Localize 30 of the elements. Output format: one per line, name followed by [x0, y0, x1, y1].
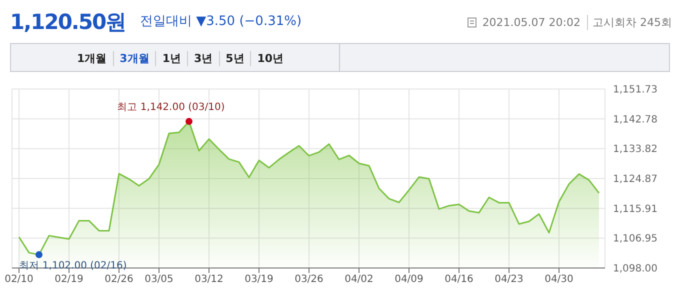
- x-tick-label: 03/12: [194, 274, 224, 286]
- x-tick-label: 03/19: [244, 274, 274, 286]
- text: 2021.05.07 20:02: [482, 16, 580, 29]
- text: 10년: [250, 51, 290, 66]
- text: 1년: [155, 51, 187, 66]
- chart-title: 1,120.50원: [10, 9, 126, 36]
- text: 5년: [218, 51, 250, 66]
- y-tick-label: 1,124.87: [613, 174, 658, 186]
- x-tick-label: 04/02: [344, 274, 374, 286]
- text: 3개월: [112, 51, 156, 66]
- annotation: 최고 1,142.00 (03/10): [117, 102, 225, 113]
- text: 3년: [186, 51, 219, 66]
- x-tick-label: 02/19: [54, 274, 84, 286]
- x-tick-label: 04/23: [494, 274, 524, 286]
- x-tick-label: 04/09: [394, 274, 424, 286]
- y-tick-label: 1,133.82: [613, 144, 658, 156]
- text: 1개월: [77, 51, 108, 66]
- x-tick-label: 03/26: [294, 274, 324, 286]
- text: 고시회차 245회: [586, 15, 672, 30]
- y-tick-label: 1,115.91: [613, 204, 658, 215]
- y-tick-label: 1,106.95: [613, 234, 658, 245]
- y-tick-label: 1,151.73: [613, 84, 658, 96]
- y-tick-label: 1,098.00: [613, 264, 658, 275]
- x-tick-label: 04/30: [544, 274, 574, 286]
- x-tick-label: 04/16: [444, 274, 474, 286]
- x-tick-label: 02/10: [4, 274, 34, 286]
- x-tick-label: 02/26: [104, 274, 134, 286]
- x-tick-label: 03/05: [144, 274, 174, 286]
- y-tick-label: 1,142.78: [613, 114, 658, 126]
- chart-subtitle: 전일대비 ▼3.50 (−0.31%): [140, 14, 302, 29]
